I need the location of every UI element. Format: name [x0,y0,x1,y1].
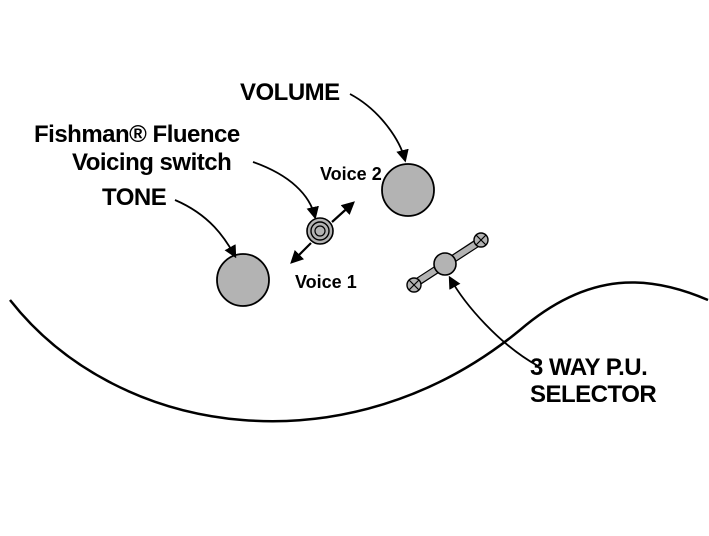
voice2-arrow [332,203,353,222]
volume-knob [382,164,434,216]
voicing-switch [307,218,333,244]
pickup-selector [407,233,488,292]
fluence-leader [253,162,315,217]
voice1-label: Voice 1 [295,272,357,292]
selector-screw-2 [474,233,488,247]
volume-label: VOLUME [240,79,340,106]
selector-label-line1: 3 WAY P.U. [530,354,647,381]
selector-leader [450,278,538,366]
tone-label: TONE [102,184,167,211]
fluence-label-line1: Fishman® Fluence [34,121,240,148]
voice2-label: Voice 2 [320,164,382,184]
tone-leader [175,200,235,256]
voice1-arrow [292,243,311,262]
volume-leader [350,94,405,160]
selector-screw-1 [407,278,421,292]
fluence-label-line2: Voicing switch [72,149,231,176]
tone-knob [217,254,269,306]
selector-label-line2: SELECTOR [530,381,656,408]
